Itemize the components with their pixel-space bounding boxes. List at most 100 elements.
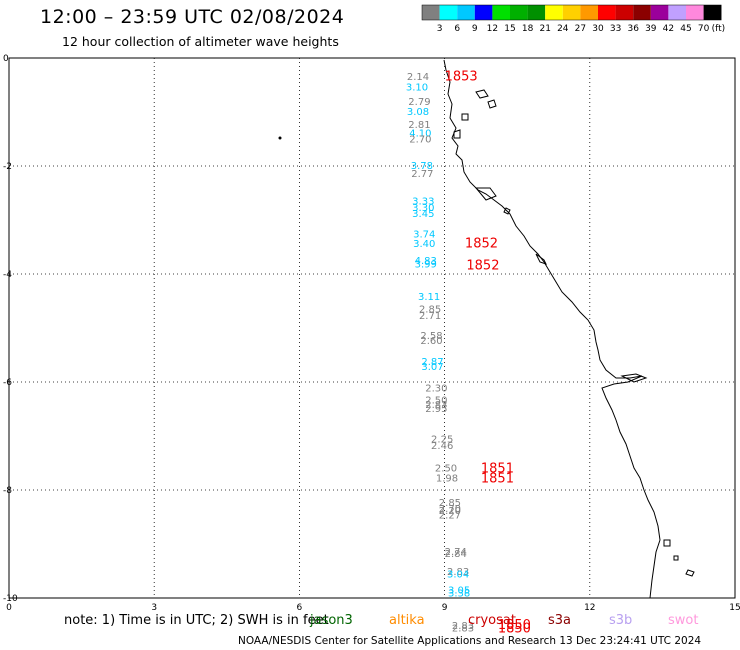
y-tick-label: -2: [3, 162, 12, 172]
pass-time-label: 1852: [466, 258, 499, 273]
colorbar-swatch: [703, 5, 722, 20]
pass-time-label: 1850: [498, 622, 531, 637]
mission-swot: swot: [668, 613, 699, 628]
colorbar-swatch: [492, 5, 510, 20]
wave-height-label: 2.74: [445, 547, 467, 558]
wave-height-label: 3.10: [406, 83, 428, 94]
colorbar: 3 6 9 12 15 18 21 24 27 30 33 36 39 42 45 70 (ft): [421, 4, 726, 34]
plot-frame: [8, 57, 736, 599]
y-tick-label: 0: [3, 54, 9, 64]
colorbar-label: 12: [487, 24, 498, 34]
wave-height-label: 2.79: [408, 97, 430, 108]
coastline: [443, 59, 695, 599]
colorbar-swatch: [474, 5, 493, 20]
island-3: [461, 113, 469, 121]
page-subtitle: 12 hour collection of altimeter wave hei…: [62, 34, 339, 49]
wave-height-labels: 2.143.102.793.082.814.102.703.782.773.33…: [406, 72, 474, 635]
pass-time-label: 1851: [481, 472, 514, 487]
colorbar-label: 27: [575, 24, 586, 34]
wave-height-label: 2.25: [431, 435, 453, 446]
island-11: [503, 207, 511, 215]
wave-height-label: 2.71: [419, 311, 441, 322]
wave-height-label: 3.33: [412, 197, 434, 208]
wave-height-label: 2.46: [431, 441, 453, 452]
colorbar-swatch: [527, 5, 546, 20]
wave-height-label: 2.85: [419, 305, 441, 316]
x-tick-label: 6: [297, 603, 303, 613]
colorbar-swatch: [668, 5, 686, 20]
wave-height-label: 2.85: [439, 498, 461, 509]
wave-height-label: 2.77: [411, 169, 433, 180]
wave-height-label: 4.83: [415, 256, 437, 267]
wave-height-label: 2.83: [452, 624, 474, 635]
colorbar-swatch: [545, 5, 563, 20]
mission-s3a: s3a: [548, 613, 572, 628]
pass-time-label: 1851: [481, 461, 514, 476]
pass-time-label: 1850: [498, 618, 531, 633]
wave-height-label: 2.95: [425, 404, 447, 415]
axis-ticks: 0 3 6 9 12 15 0 -2 -4 -6 -8 -10: [3, 54, 740, 613]
colorbar-swatch: [510, 5, 528, 20]
grid-lines: [9, 58, 735, 598]
mission-jason3: jason3: [310, 613, 353, 628]
wave-height-label: 2.81: [408, 120, 430, 131]
mission-s3b: s3b: [609, 613, 633, 628]
wave-height-label: 2.20: [439, 506, 461, 517]
wave-height-label: 2.87: [421, 357, 443, 368]
island-6: [535, 253, 547, 265]
wave-height-label: 2.50: [435, 463, 457, 474]
colorbar-swatch: [615, 5, 634, 20]
pass-time-label: 1853: [445, 69, 478, 84]
island-10: [685, 569, 695, 577]
credit-text: NOAA/NESDIS Center for Satellite Applica…: [238, 635, 702, 647]
wave-height-label: 3.11: [418, 292, 440, 303]
colorbar-label: 24: [557, 24, 569, 34]
colorbar-label: 70: [698, 24, 710, 34]
wave-height-label: 2.83: [425, 400, 447, 411]
wave-height-label: 3.45: [412, 209, 434, 220]
colorbar-frame: [421, 4, 722, 21]
colorbar-label: 21: [539, 24, 550, 34]
colorbar-swatch: [580, 5, 598, 20]
colorbar-label: 15: [504, 24, 515, 34]
page-title: 12:00 – 23:59 UTC 02/08/2024: [40, 6, 345, 28]
island-4: [453, 129, 461, 139]
wave-height-label: 3.30: [412, 203, 434, 214]
colorbar-swatch: [598, 5, 616, 20]
colorbar-label: 6: [454, 24, 460, 34]
colorbar-swatch: [457, 5, 475, 20]
wave-height-label: 2.50: [425, 395, 447, 406]
colorbar-swatch: [422, 5, 440, 20]
coastline-path: [443, 59, 661, 599]
island-5: [474, 187, 497, 201]
note-text: note: 1) Time is in UTC; 2) SWH is in fe…: [64, 613, 329, 628]
y-tick-label: -10: [3, 594, 18, 604]
island-9: [673, 555, 679, 561]
wave-height-label: 1.98: [436, 474, 458, 485]
wave-height-label: 3.74: [413, 230, 435, 241]
y-tick-label: -8: [3, 486, 12, 496]
x-tick-label: 15: [729, 603, 740, 613]
wave-height-label: 2.83: [447, 567, 469, 578]
mission-altika: altika: [389, 613, 425, 628]
colorbar-label: 3: [437, 24, 443, 34]
x-tick-label: 9: [442, 603, 448, 613]
y-tick-label: -6: [3, 378, 12, 388]
wave-height-label: 3.38: [448, 589, 470, 600]
x-tick-label: 12: [584, 603, 595, 613]
wave-height-label: 3.04: [447, 570, 469, 581]
colorbar-swatch: [650, 5, 669, 20]
colorbar-swatch: [439, 5, 458, 20]
pass-time-label: 1852: [465, 237, 498, 252]
colorbar-label: 45: [680, 24, 691, 34]
wave-height-label: 2.70: [409, 134, 431, 145]
x-tick-label: 3: [151, 603, 157, 613]
wave-height-label: 2.83: [452, 621, 474, 632]
wave-height-label: 2.14: [407, 72, 429, 83]
y-tick-label: -4: [3, 270, 12, 280]
colorbar-unit: (ft): [712, 24, 726, 34]
wave-height-label: 3.05: [448, 585, 470, 596]
colorbar-swatch: [562, 5, 581, 20]
